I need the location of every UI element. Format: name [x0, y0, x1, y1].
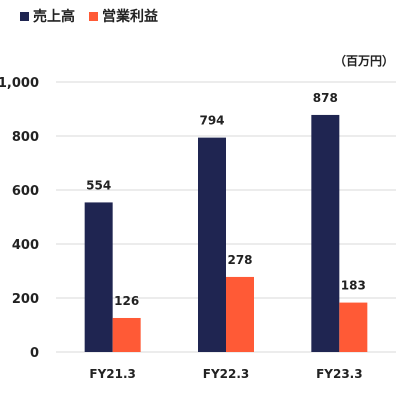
bar-series-2-FY22.3 — [226, 276, 254, 352]
y-tick-label: 1,000 — [0, 76, 39, 91]
legend-label-series-2: 営業利益 — [102, 8, 158, 25]
y-tick-label: 200 — [12, 292, 39, 307]
y-tick-label: 400 — [12, 238, 39, 253]
x-axis-ticks: FY21.3 FY22.3 FY23.3 — [89, 367, 362, 381]
legend-swatch-series-1 — [20, 12, 29, 21]
y-tick-label: 0 — [30, 346, 39, 361]
data-label-series-2-FY21.3: 126 — [114, 294, 139, 308]
x-tick-label: FY21.3 — [89, 367, 136, 381]
x-tick-label: FY22.3 — [203, 367, 250, 381]
data-label-series-2-FY22.3: 278 — [227, 253, 252, 267]
bar-series-1-FY23.3 — [311, 114, 340, 352]
legend-swatch-series-2 — [89, 12, 98, 21]
chart-legend: 売上高 営業利益 — [20, 8, 158, 25]
data-label-series-1-FY22.3: 794 — [199, 114, 224, 128]
bar-series-2-FY21.3 — [112, 317, 141, 352]
bar-series-2-FY23.3 — [339, 302, 368, 352]
y-axis-ticks: 0 200 400 600 800 1,000 — [0, 76, 39, 361]
unit-label: （百万円） — [334, 53, 394, 68]
bar-series-1-FY21.3 — [84, 202, 113, 352]
data-label-series-2-FY23.3: 183 — [341, 279, 366, 293]
bars — [84, 114, 368, 352]
y-tick-label: 800 — [12, 130, 39, 145]
legend-label-series-1: 売上高 — [33, 8, 75, 25]
data-label-series-1-FY21.3: 554 — [86, 178, 111, 192]
bar-series-1-FY22.3 — [198, 137, 226, 352]
data-label-series-1-FY23.3: 878 — [313, 91, 338, 105]
x-tick-label: FY23.3 — [316, 367, 363, 381]
data-labels: 554 126 794 278 878 183 — [86, 91, 366, 308]
y-tick-label: 600 — [12, 184, 39, 199]
